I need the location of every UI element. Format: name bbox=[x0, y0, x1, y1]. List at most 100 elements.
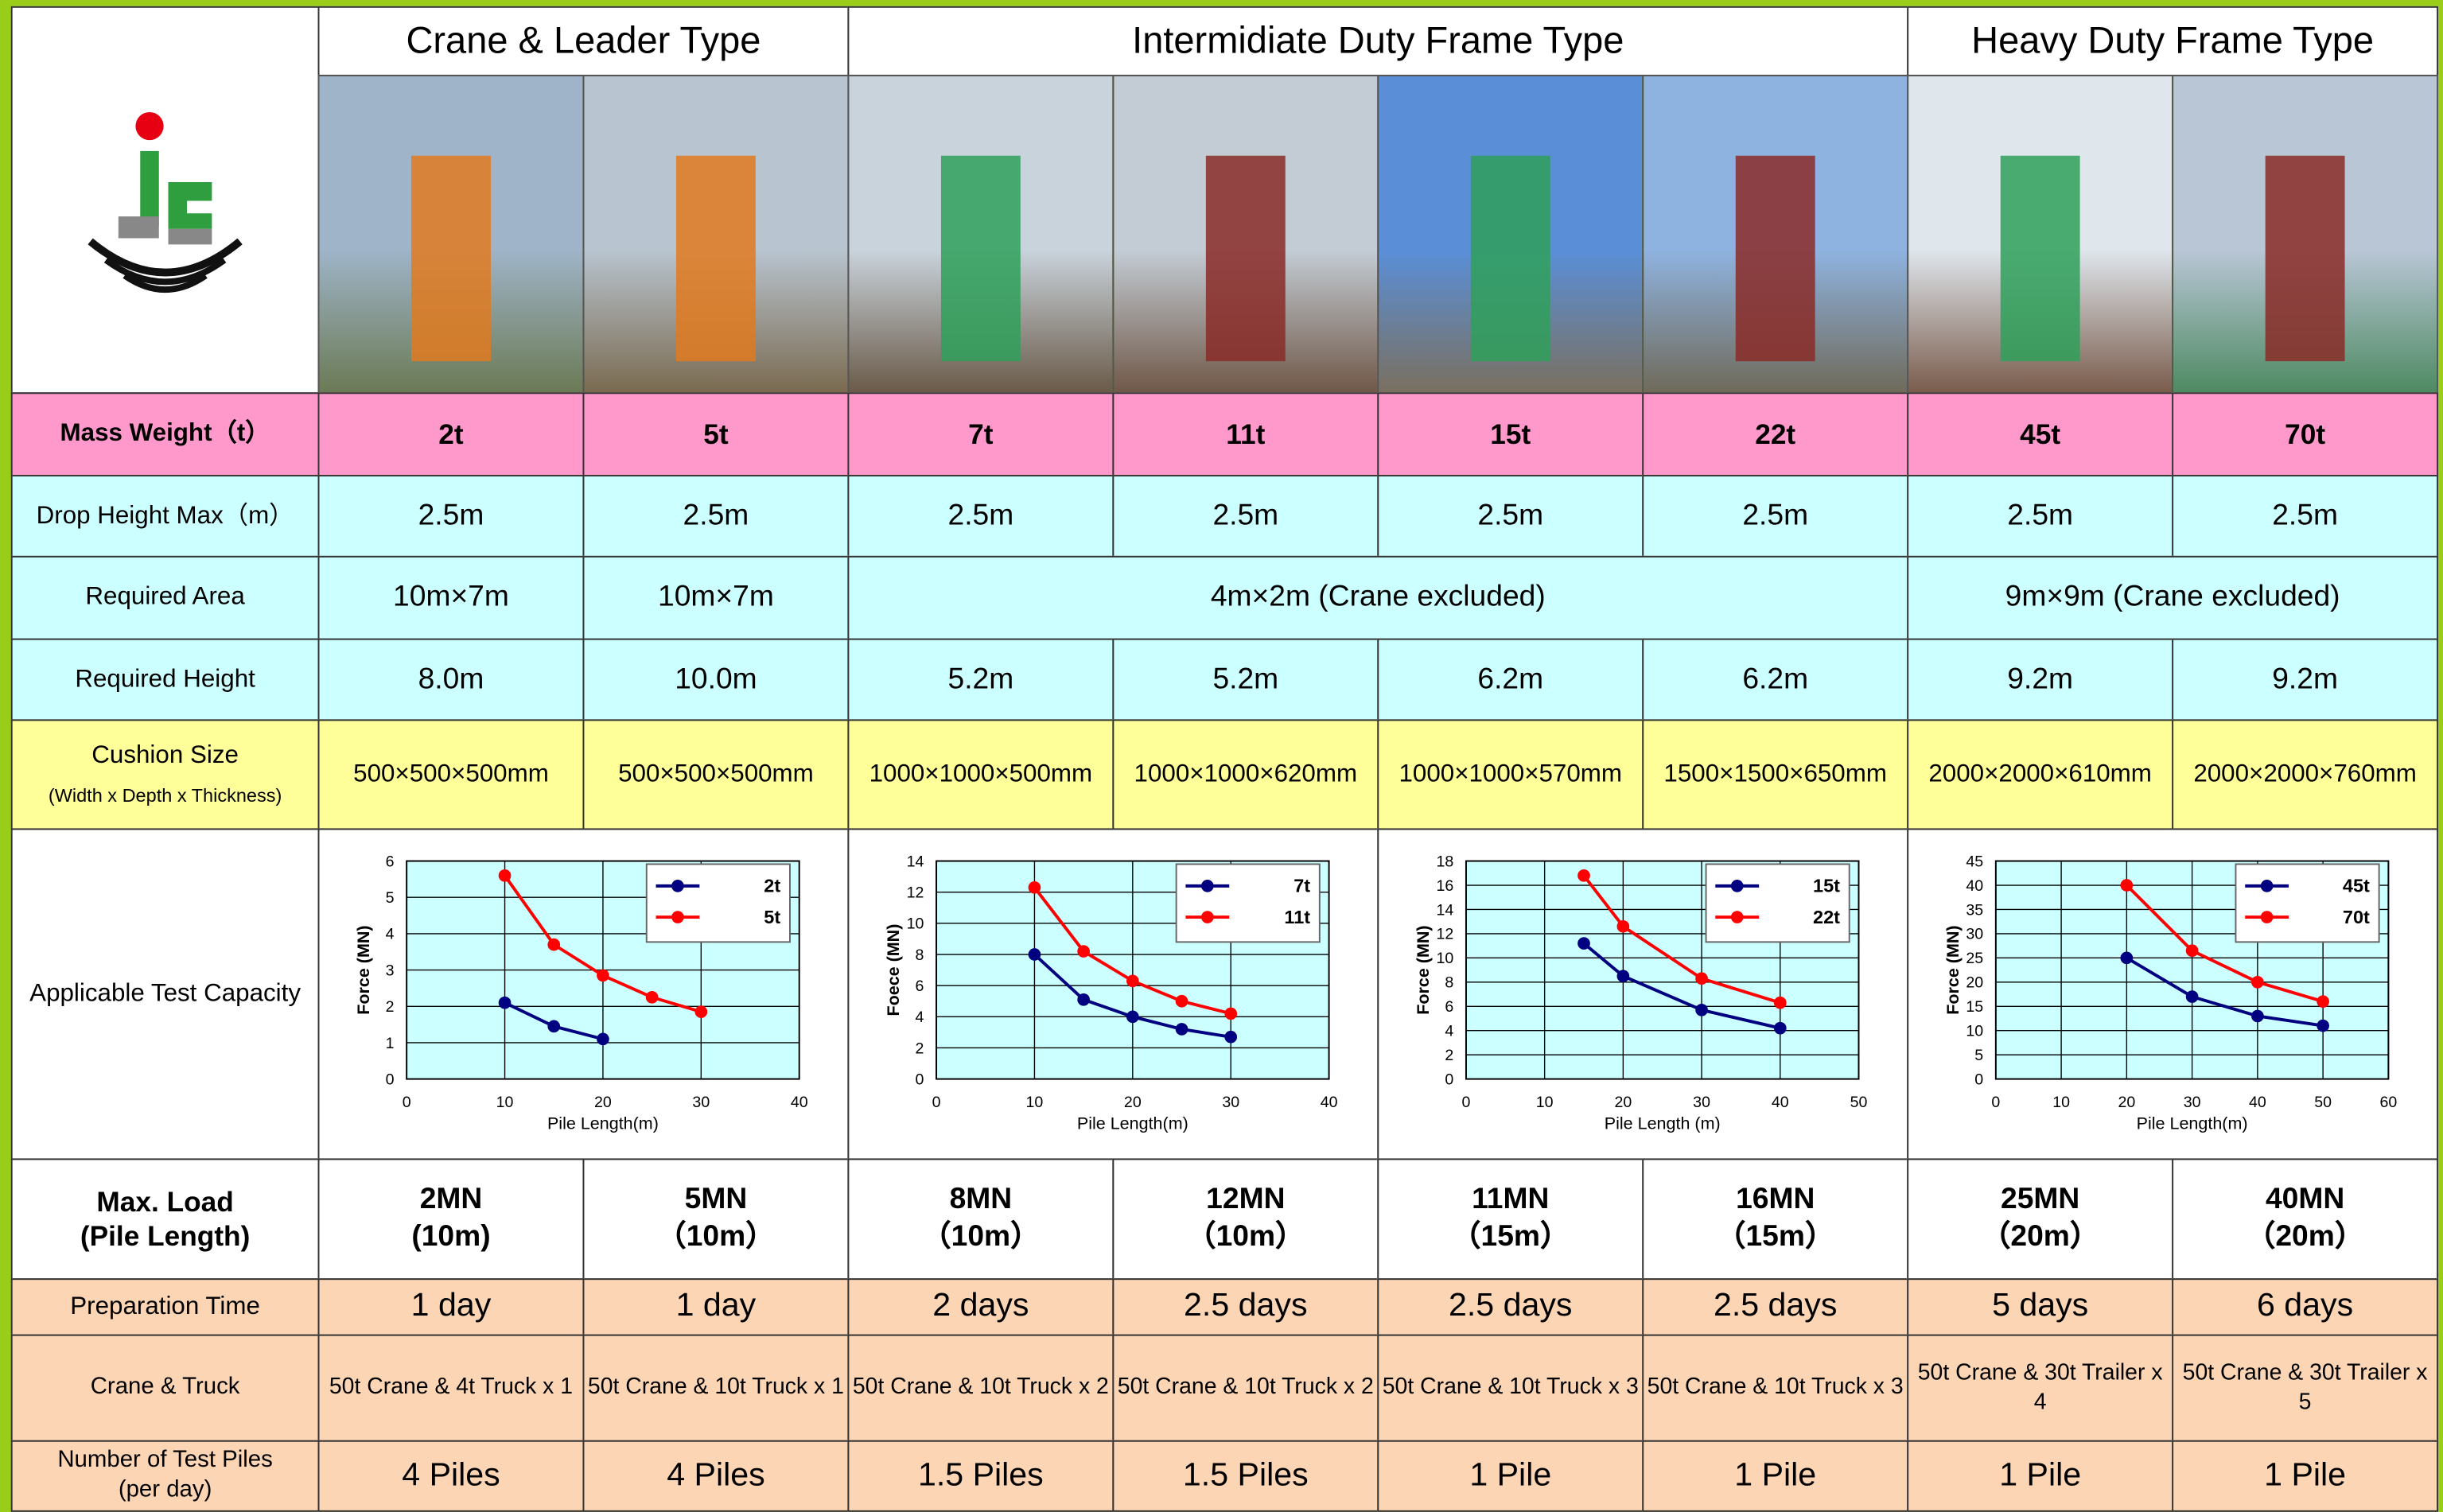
value-cell: 8.0m bbox=[317, 638, 585, 721]
chart-cell: 0 10 20 30 40 0 2 4 6 8 10 12 14 Pile Length(m) Foece … bbox=[847, 828, 1379, 1160]
y-tick-label: 15 bbox=[1965, 998, 1982, 1016]
legend-marker bbox=[671, 911, 683, 923]
cell-text: 2MN bbox=[419, 1184, 483, 1217]
value-cell: 2.5 days bbox=[1377, 1278, 1644, 1336]
x-tick-label: 0 bbox=[402, 1094, 410, 1111]
point bbox=[2316, 1019, 2328, 1032]
value-cell: 1000×1000×620mm bbox=[1112, 719, 1379, 830]
cell-text: Cushion Size bbox=[91, 742, 239, 770]
cell-text: 500×500×500mm bbox=[353, 760, 549, 787]
cell-text: （15m） bbox=[1716, 1220, 1835, 1254]
cell-text: 1 Pile bbox=[1734, 1457, 1817, 1494]
value-cell: 2MN (10m) bbox=[317, 1158, 585, 1281]
x-tick-label: 30 bbox=[1692, 1094, 1710, 1111]
cell-text: 40MN bbox=[2265, 1184, 2345, 1217]
point bbox=[2184, 990, 2198, 1003]
cell-text: 1 day bbox=[410, 1288, 492, 1324]
cell-text: Mass Weight（t） bbox=[60, 420, 270, 447]
x-tick-label: 10 bbox=[1025, 1094, 1043, 1111]
legend-box bbox=[644, 863, 790, 943]
point bbox=[1223, 1007, 1237, 1020]
y-tick-label: 30 bbox=[1965, 926, 1982, 943]
cell-text: 45t bbox=[2020, 418, 2061, 450]
legend-label: 7t bbox=[1293, 876, 1309, 896]
y-tick-label: 12 bbox=[1436, 926, 1453, 943]
cell-text: 50t Crane & 4t Truck x 1 bbox=[329, 1375, 574, 1401]
chart-cell: 0 10 20 30 40 50 0 2 4 6 8 10 12 14 16 18 Pile Length (m… bbox=[1377, 828, 1909, 1160]
x-tick-label: 20 bbox=[1613, 1094, 1631, 1111]
group-header: Crane & Leader Type bbox=[317, 6, 850, 76]
value-cell: 4 Piles bbox=[317, 1440, 585, 1512]
cell-text: 2.5 days bbox=[1184, 1288, 1308, 1324]
value-cell: 500×500×500mm bbox=[582, 719, 850, 830]
legend-label: 70t bbox=[2342, 907, 2369, 927]
cell-text: Max. Load bbox=[96, 1185, 234, 1217]
cell-text: 2000×2000×760mm bbox=[2193, 760, 2417, 787]
cell-text: 5t bbox=[703, 418, 729, 450]
cell-text: 4 Piles bbox=[667, 1457, 765, 1494]
legend-marker bbox=[1200, 911, 1213, 923]
photo bbox=[1907, 74, 2174, 395]
cell-text: 12MN bbox=[1206, 1184, 1286, 1217]
cell-text: 5MN bbox=[684, 1184, 748, 1217]
cell-text: 9.2m bbox=[2272, 663, 2338, 696]
cell-text: 8MN bbox=[949, 1184, 1013, 1217]
cell-text: 8.0m bbox=[418, 663, 484, 696]
series-line bbox=[2125, 956, 2323, 1028]
y-tick-label: 16 bbox=[1436, 877, 1453, 895]
x-tick-label: 0 bbox=[932, 1094, 940, 1111]
photo-structure bbox=[2000, 155, 2080, 361]
chart: 0 10 20 30 40 50 0 2 4 6 8 10 12 14 16 18 Pile Length (m… bbox=[1413, 853, 1867, 1133]
row-label: Applicable Test Capacity bbox=[10, 828, 320, 1160]
chart-cell: 0 10 20 30 40 0 1 2 3 4 5 6 Pile Length(m) Force (MN)… bbox=[317, 828, 850, 1160]
value-cell: 9.2m bbox=[1907, 638, 2174, 721]
photo bbox=[1377, 74, 1644, 395]
legend-box bbox=[1704, 863, 1850, 943]
point bbox=[1616, 919, 1629, 933]
point bbox=[1174, 994, 1188, 1008]
value-cell: 50t Crane & 30t Trailer x 4 bbox=[1907, 1334, 2174, 1442]
cell-text: （10m） bbox=[1186, 1220, 1305, 1254]
value-cell: 5MN （10m） bbox=[582, 1158, 850, 1281]
point bbox=[2119, 879, 2133, 892]
cell-text: 2.5m bbox=[418, 499, 484, 532]
cell-text: 9.2m bbox=[2007, 663, 2074, 696]
row-label: Cushion Size (Width x Depth x Thickness) bbox=[10, 719, 320, 830]
legend-label: 22t bbox=[1812, 907, 1839, 927]
point bbox=[1772, 1021, 1786, 1035]
cell-text: 2.5 days bbox=[1713, 1288, 1838, 1324]
legend-label: 11t bbox=[1283, 907, 1309, 927]
y-tick-label: 12 bbox=[906, 884, 924, 902]
cell-text: Preparation Time bbox=[70, 1292, 260, 1320]
value-cell: 2.5m bbox=[1907, 475, 2174, 558]
photo-structure bbox=[411, 155, 491, 361]
value-cell: 50t Crane & 4t Truck x 1 bbox=[317, 1334, 585, 1442]
point bbox=[1694, 972, 1707, 985]
point bbox=[596, 1032, 609, 1046]
cell-text: 16MN bbox=[1736, 1184, 1815, 1217]
value-cell: 7t bbox=[847, 392, 1115, 477]
value-cell: 50t Crane & 10t Truck x 2 bbox=[847, 1334, 1115, 1442]
cell-text: 2000×2000×610mm bbox=[1928, 760, 2152, 787]
y-tick-label: 0 bbox=[385, 1071, 394, 1088]
y-tick-label: 6 bbox=[915, 978, 924, 995]
value-cell: 9.2m bbox=[2172, 638, 2439, 721]
value-cell: 2 days bbox=[847, 1278, 1115, 1336]
cell-text: 1.5 Piles bbox=[1182, 1457, 1309, 1494]
cell-text: 50t Crane & 10t Truck x 2 bbox=[852, 1375, 1109, 1401]
x-axis-label: Pile Length(m) bbox=[547, 1114, 658, 1133]
value-cell: 2000×2000×760mm bbox=[2172, 719, 2439, 830]
x-tick-label: 30 bbox=[691, 1094, 709, 1111]
cell-text: 1.5 Piles bbox=[917, 1457, 1044, 1494]
point bbox=[1076, 945, 1089, 958]
cell-text: 4 Piles bbox=[402, 1457, 500, 1494]
cell-text: 1000×1000×620mm bbox=[1134, 760, 1358, 787]
cell-text: 1000×1000×570mm bbox=[1399, 760, 1623, 787]
cell-text: （20m） bbox=[2246, 1220, 2365, 1254]
cell-text: 2.5m bbox=[683, 499, 749, 532]
value-cell: 1.5 Piles bbox=[847, 1440, 1115, 1512]
point bbox=[2184, 944, 2198, 958]
x-tick-label: 20 bbox=[593, 1094, 611, 1111]
